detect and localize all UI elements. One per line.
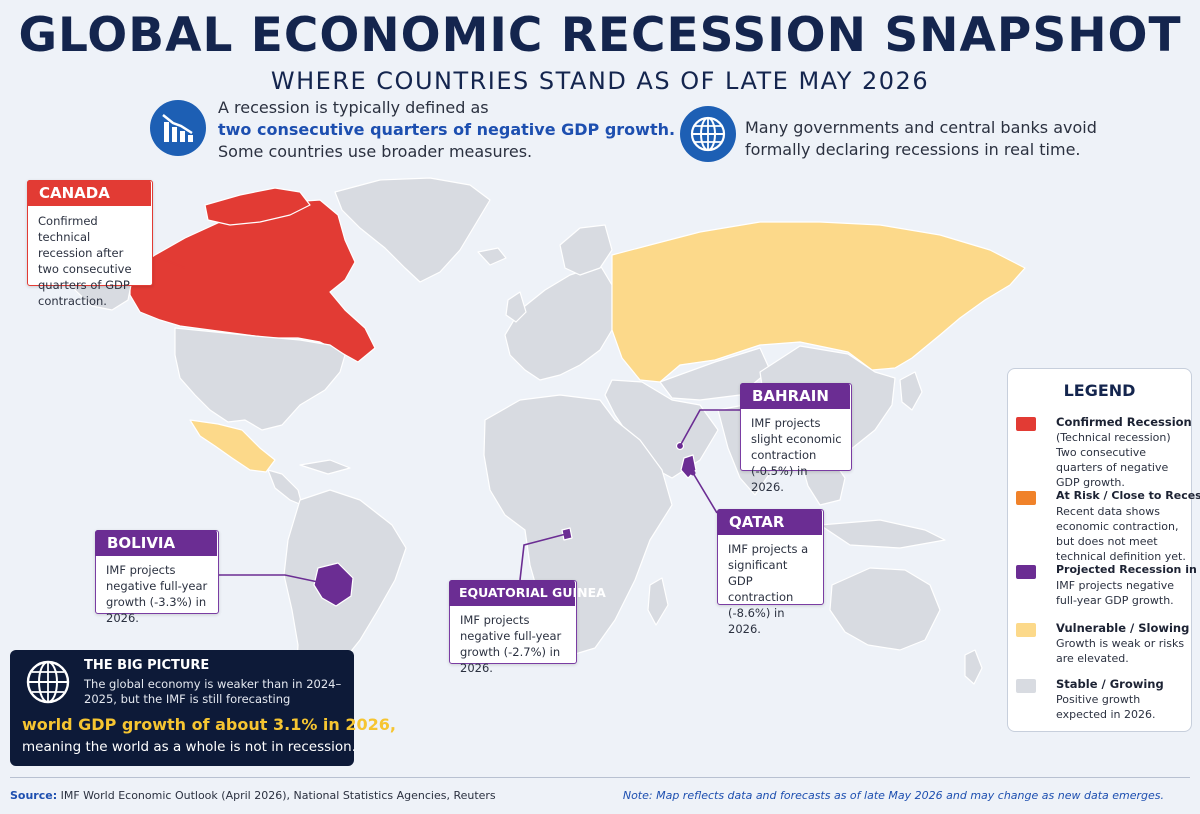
australia (829, 567, 941, 651)
callout-text: IMF projects negative full-year growth (… (460, 613, 562, 675)
big-picture-title: THE BIG PICTURE (84, 658, 210, 673)
mexico (189, 419, 276, 473)
uk-ireland (505, 291, 527, 323)
big-picture-panel: THE BIG PICTURE The global economy is we… (10, 650, 396, 766)
africa (483, 394, 673, 656)
callout-title: CANADA (27, 180, 151, 206)
legend-label: Confirmed Recession (1056, 415, 1192, 429)
connector-bolivia (218, 574, 319, 583)
russia (611, 221, 1026, 383)
legend-swatch (1016, 491, 1036, 505)
globe-icon (680, 106, 736, 162)
world-map (69, 177, 1026, 729)
callout-title: EQUATORIAL GUINEA (449, 580, 606, 606)
japan (899, 371, 923, 411)
europe (504, 264, 613, 381)
legend-desc: Positive growth expected in 2026. (1056, 693, 1156, 721)
united-states (174, 327, 346, 431)
madagascar (647, 577, 669, 626)
legend-swatch (1016, 623, 1036, 637)
callout-title: BOLIVIA (95, 530, 217, 556)
big-picture-highlight: world GDP growth of about 3.1% in 2026, (22, 715, 396, 734)
callout-text: IMF projects slight economic contraction… (751, 416, 842, 494)
connector-eq-guinea (519, 533, 567, 581)
callout-equatorial-guinea: EQUATORIAL GUINEA IMF projects negative … (449, 580, 606, 675)
legend: LEGEND Confirmed Recession (Technical re… (1007, 368, 1200, 732)
legend-label: Vulnerable / Slowing (1056, 621, 1190, 635)
central-america (267, 469, 303, 506)
callout-title: BAHRAIN (740, 383, 850, 409)
callout-text: IMF projects negative full-year growth (… (106, 563, 208, 625)
page-subtitle: WHERE COUNTRIES STAND AS OF LATE MAY 202… (270, 67, 930, 95)
declining-chart-icon (150, 100, 206, 156)
footer-note: Note: Map reflects data and forecasts as… (622, 789, 1164, 802)
callout-bolivia: BOLIVIA IMF projects negative full-year … (95, 530, 219, 625)
bolivia (313, 562, 354, 607)
connector-qatar (692, 472, 718, 514)
connector-bahrain (679, 409, 740, 447)
recession-definition: A recession is typically defined as two … (218, 98, 676, 161)
caribbean (299, 459, 351, 475)
callout-text: IMF projects a significant GDP contracti… (728, 542, 809, 636)
scandinavia (559, 224, 613, 276)
legend-swatch (1016, 417, 1036, 431)
legend-label: Projected Recession in 2026 (1056, 563, 1200, 576)
callout-title: QATAR (717, 509, 822, 535)
connector-canada (159, 257, 186, 269)
legend-swatch (1016, 679, 1036, 693)
globe-icon (24, 658, 72, 706)
canada-arctic-islands (204, 187, 311, 226)
legend-label: At Risk / Close to Recession (1056, 489, 1200, 502)
indonesia (819, 519, 946, 549)
legend-desc: (Technical recession) Two consecutive qu… (1056, 431, 1171, 489)
callout-qatar: QATAR IMF projects a significant GDP con… (717, 509, 824, 636)
callout-canada: CANADA Confirmed technical recession aft… (27, 180, 153, 308)
legend-desc: Recent data shows economic contraction, … (1056, 505, 1186, 563)
legend-swatch (1016, 565, 1036, 579)
footer-divider (10, 777, 1190, 778)
iceland (477, 247, 507, 266)
callout-text: Confirmed technical recession after two … (38, 214, 132, 308)
legend-desc: Growth is weak or risks are elevated. (1056, 637, 1185, 665)
new-zealand (964, 649, 983, 685)
greenland (334, 177, 491, 283)
source-credit: Source: IMF World Economic Outlook (Apri… (10, 789, 496, 802)
big-picture-conclusion: meaning the world as a whole is not in r… (22, 739, 357, 755)
legend-desc: IMF projects negative full-year GDP grow… (1056, 579, 1175, 607)
big-picture-text: The global economy is weaker than in 202… (84, 677, 342, 706)
declaration-note: Many governments and central banks avoid… (745, 118, 1097, 159)
legend-label: Stable / Growing (1056, 677, 1164, 691)
legend-title: LEGEND (1063, 381, 1136, 400)
callout-bahrain: BAHRAIN IMF projects slight economic con… (740, 383, 852, 494)
page-title: GLOBAL ECONOMIC RECESSION SNAPSHOT (18, 8, 1182, 63)
